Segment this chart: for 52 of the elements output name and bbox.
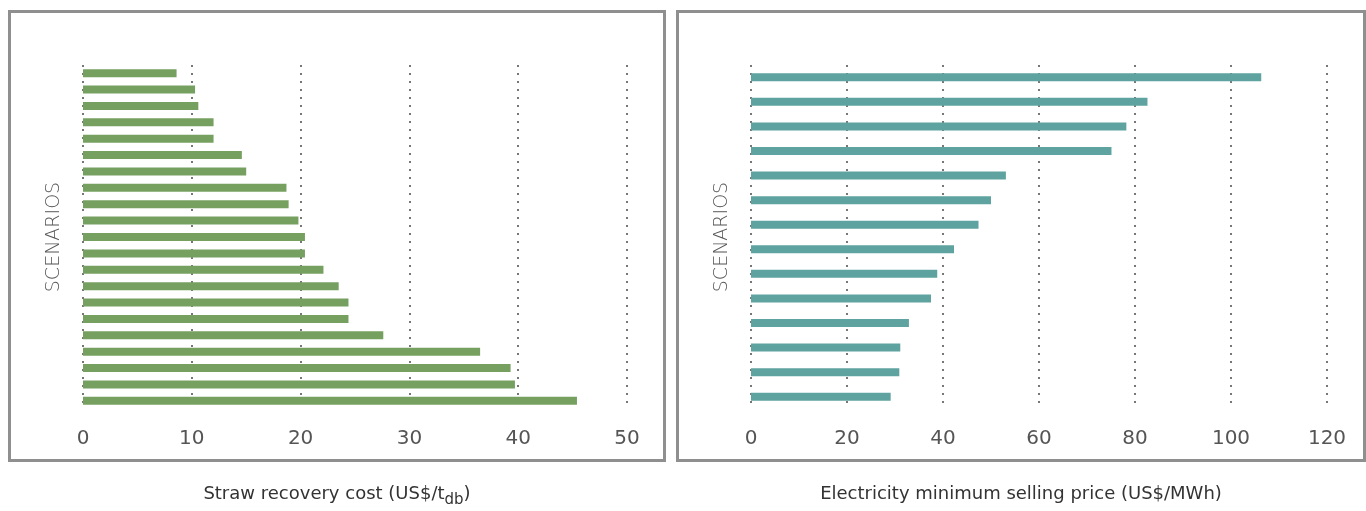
bar (751, 392, 891, 401)
bar (83, 265, 324, 274)
bar (751, 97, 1148, 106)
bar (83, 396, 577, 405)
x-tick-label: 80 (1122, 425, 1148, 449)
x-axis-title: Straw recovery cost (US$/t$_{db}$) (202, 482, 472, 508)
bar (83, 282, 339, 291)
bar (751, 269, 938, 278)
bar (83, 233, 305, 241)
y-axis-title: SCENARIOS (708, 181, 731, 293)
bar (751, 122, 1127, 131)
bar (751, 73, 1262, 82)
x-tick-label: 60 (1026, 425, 1052, 449)
bar (83, 101, 199, 110)
bar (83, 380, 515, 389)
bar (751, 196, 991, 205)
bar (83, 364, 511, 373)
x-tick-label: 120 (1307, 425, 1347, 449)
bar (83, 85, 196, 94)
x-tick-label: 50 (614, 425, 640, 449)
bar (83, 298, 349, 307)
bar (751, 171, 1006, 180)
x-tick-label: 30 (396, 425, 423, 449)
bar (751, 220, 979, 229)
x-tick-label: 20 (834, 425, 860, 449)
bar (751, 368, 900, 377)
x-tick-label: 10 (179, 425, 205, 449)
bar (751, 245, 955, 254)
x-tick-label: 0 (744, 425, 758, 449)
x-axis-title: Electricity minimum selling price (US$/MWh) (819, 482, 1223, 503)
y-axis-title: SCENARIOS (40, 181, 63, 293)
bar (83, 331, 384, 340)
x-tick-label: 40 (505, 425, 531, 449)
bar (83, 118, 214, 127)
bar (83, 216, 299, 225)
bar (83, 183, 287, 192)
bar (83, 134, 214, 143)
bar (751, 319, 909, 327)
bar (83, 69, 177, 78)
bar (83, 347, 481, 356)
x-tick-label: 0 (76, 425, 90, 449)
bar (83, 151, 242, 160)
bar (751, 343, 901, 352)
bar (751, 294, 931, 303)
bar (83, 200, 289, 209)
bar (83, 167, 247, 176)
x-tick-label: 40 (930, 425, 956, 449)
bar (751, 147, 1112, 155)
x-tick-label: 20 (287, 425, 314, 449)
x-tick-label: 100 (1211, 425, 1251, 449)
bar (83, 249, 305, 258)
bar (83, 314, 349, 323)
